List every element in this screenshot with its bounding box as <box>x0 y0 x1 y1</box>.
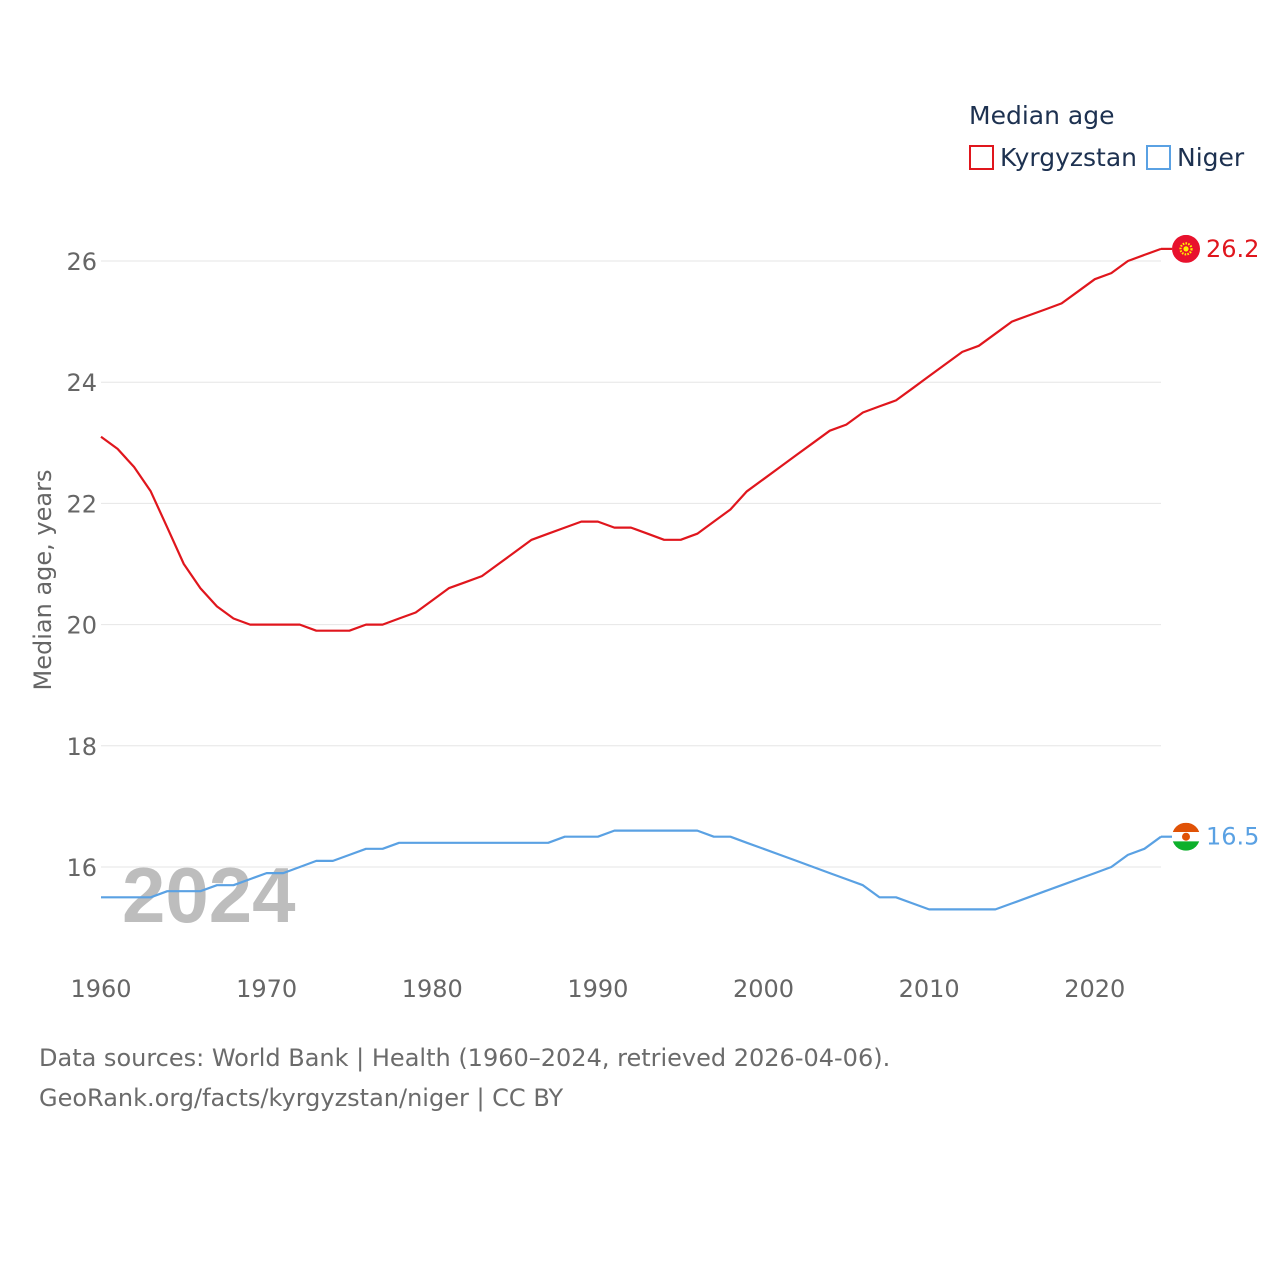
x-tick-label: 1980 <box>402 975 463 1003</box>
line-chart: 16 18 20 22 24 26 1960 1970 1980 1990 2000 2010 202… <box>29 101 1259 1003</box>
y-tick-label: 16 <box>66 854 97 882</box>
kyrgyzstan-flag-icon <box>1172 234 1200 263</box>
grid-lines <box>101 260 1161 868</box>
legend-swatch <box>969 145 994 170</box>
y-tick-label: 18 <box>66 733 97 761</box>
y-tick-label: 24 <box>66 369 97 397</box>
y-axis-label: Median age, years <box>29 470 57 691</box>
series-lines <box>100 247 1162 911</box>
end-value-label-niger: 16.5 <box>1206 823 1259 851</box>
y-tick-label: 26 <box>66 248 97 276</box>
end-value-label-kyrgyzstan: 26.2 <box>1206 235 1259 263</box>
legend-item-kyrgyzstan[interactable]: Kyrgyzstan <box>969 143 1137 172</box>
legend[interactable]: Median age Kyrgyzstan Niger <box>969 101 1245 172</box>
x-tick-label: 2000 <box>733 975 794 1003</box>
legend-title: Median age <box>969 101 1114 130</box>
legend-label: Niger <box>1177 143 1245 172</box>
y-tick-label: 20 <box>66 612 97 640</box>
x-tick-label: 1960 <box>70 975 131 1003</box>
source-text: Data sources: World Bank | Health (1960–… <box>39 1044 891 1072</box>
series-line-kyrgyzstan[interactable] <box>100 247 1162 632</box>
x-tick-label: 1970 <box>236 975 297 1003</box>
legend-swatch <box>1146 145 1171 170</box>
x-tick-label: 1990 <box>567 975 628 1003</box>
x-axis: 1960 1970 1980 1990 2000 2010 2020 <box>70 975 1125 1003</box>
year-watermark: 2024 <box>122 851 296 939</box>
niger-flag-icon <box>1172 822 1200 851</box>
y-tick-label: 22 <box>66 490 97 518</box>
source-link[interactable]: GeoRank.org/facts/kyrgyzstan/niger | CC … <box>39 1084 564 1112</box>
y-axis: 16 18 20 22 24 26 <box>66 248 97 882</box>
x-tick-label: 2010 <box>899 975 960 1003</box>
legend-label: Kyrgyzstan <box>1000 143 1137 172</box>
x-tick-label: 2020 <box>1064 975 1125 1003</box>
series-line-niger[interactable] <box>101 829 1162 911</box>
legend-item-niger[interactable]: Niger <box>1146 143 1245 172</box>
series-end-markers: 26.2 16.5 <box>1161 234 1259 851</box>
